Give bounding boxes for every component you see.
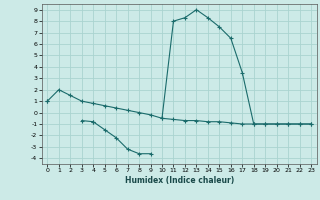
X-axis label: Humidex (Indice chaleur): Humidex (Indice chaleur) <box>124 176 234 185</box>
